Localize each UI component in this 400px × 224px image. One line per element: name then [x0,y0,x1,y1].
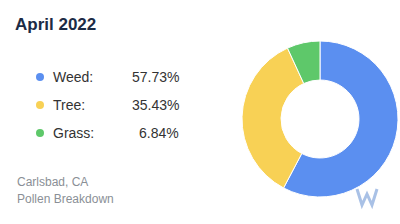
svg-text:Tree:: Tree: [53,97,85,113]
svg-text:6.84%: 6.84% [139,125,179,141]
svg-text:Weed:: Weed: [53,69,93,85]
svg-text:Pollen Breakdown: Pollen Breakdown [17,192,114,206]
svg-text:57.73%: 57.73% [132,69,179,85]
svg-text:April 2022: April 2022 [15,15,96,34]
svg-text:Grass:: Grass: [53,125,94,141]
svg-text:Carlsbad, CA: Carlsbad, CA [17,175,88,189]
svg-text:35.43%: 35.43% [132,97,179,113]
